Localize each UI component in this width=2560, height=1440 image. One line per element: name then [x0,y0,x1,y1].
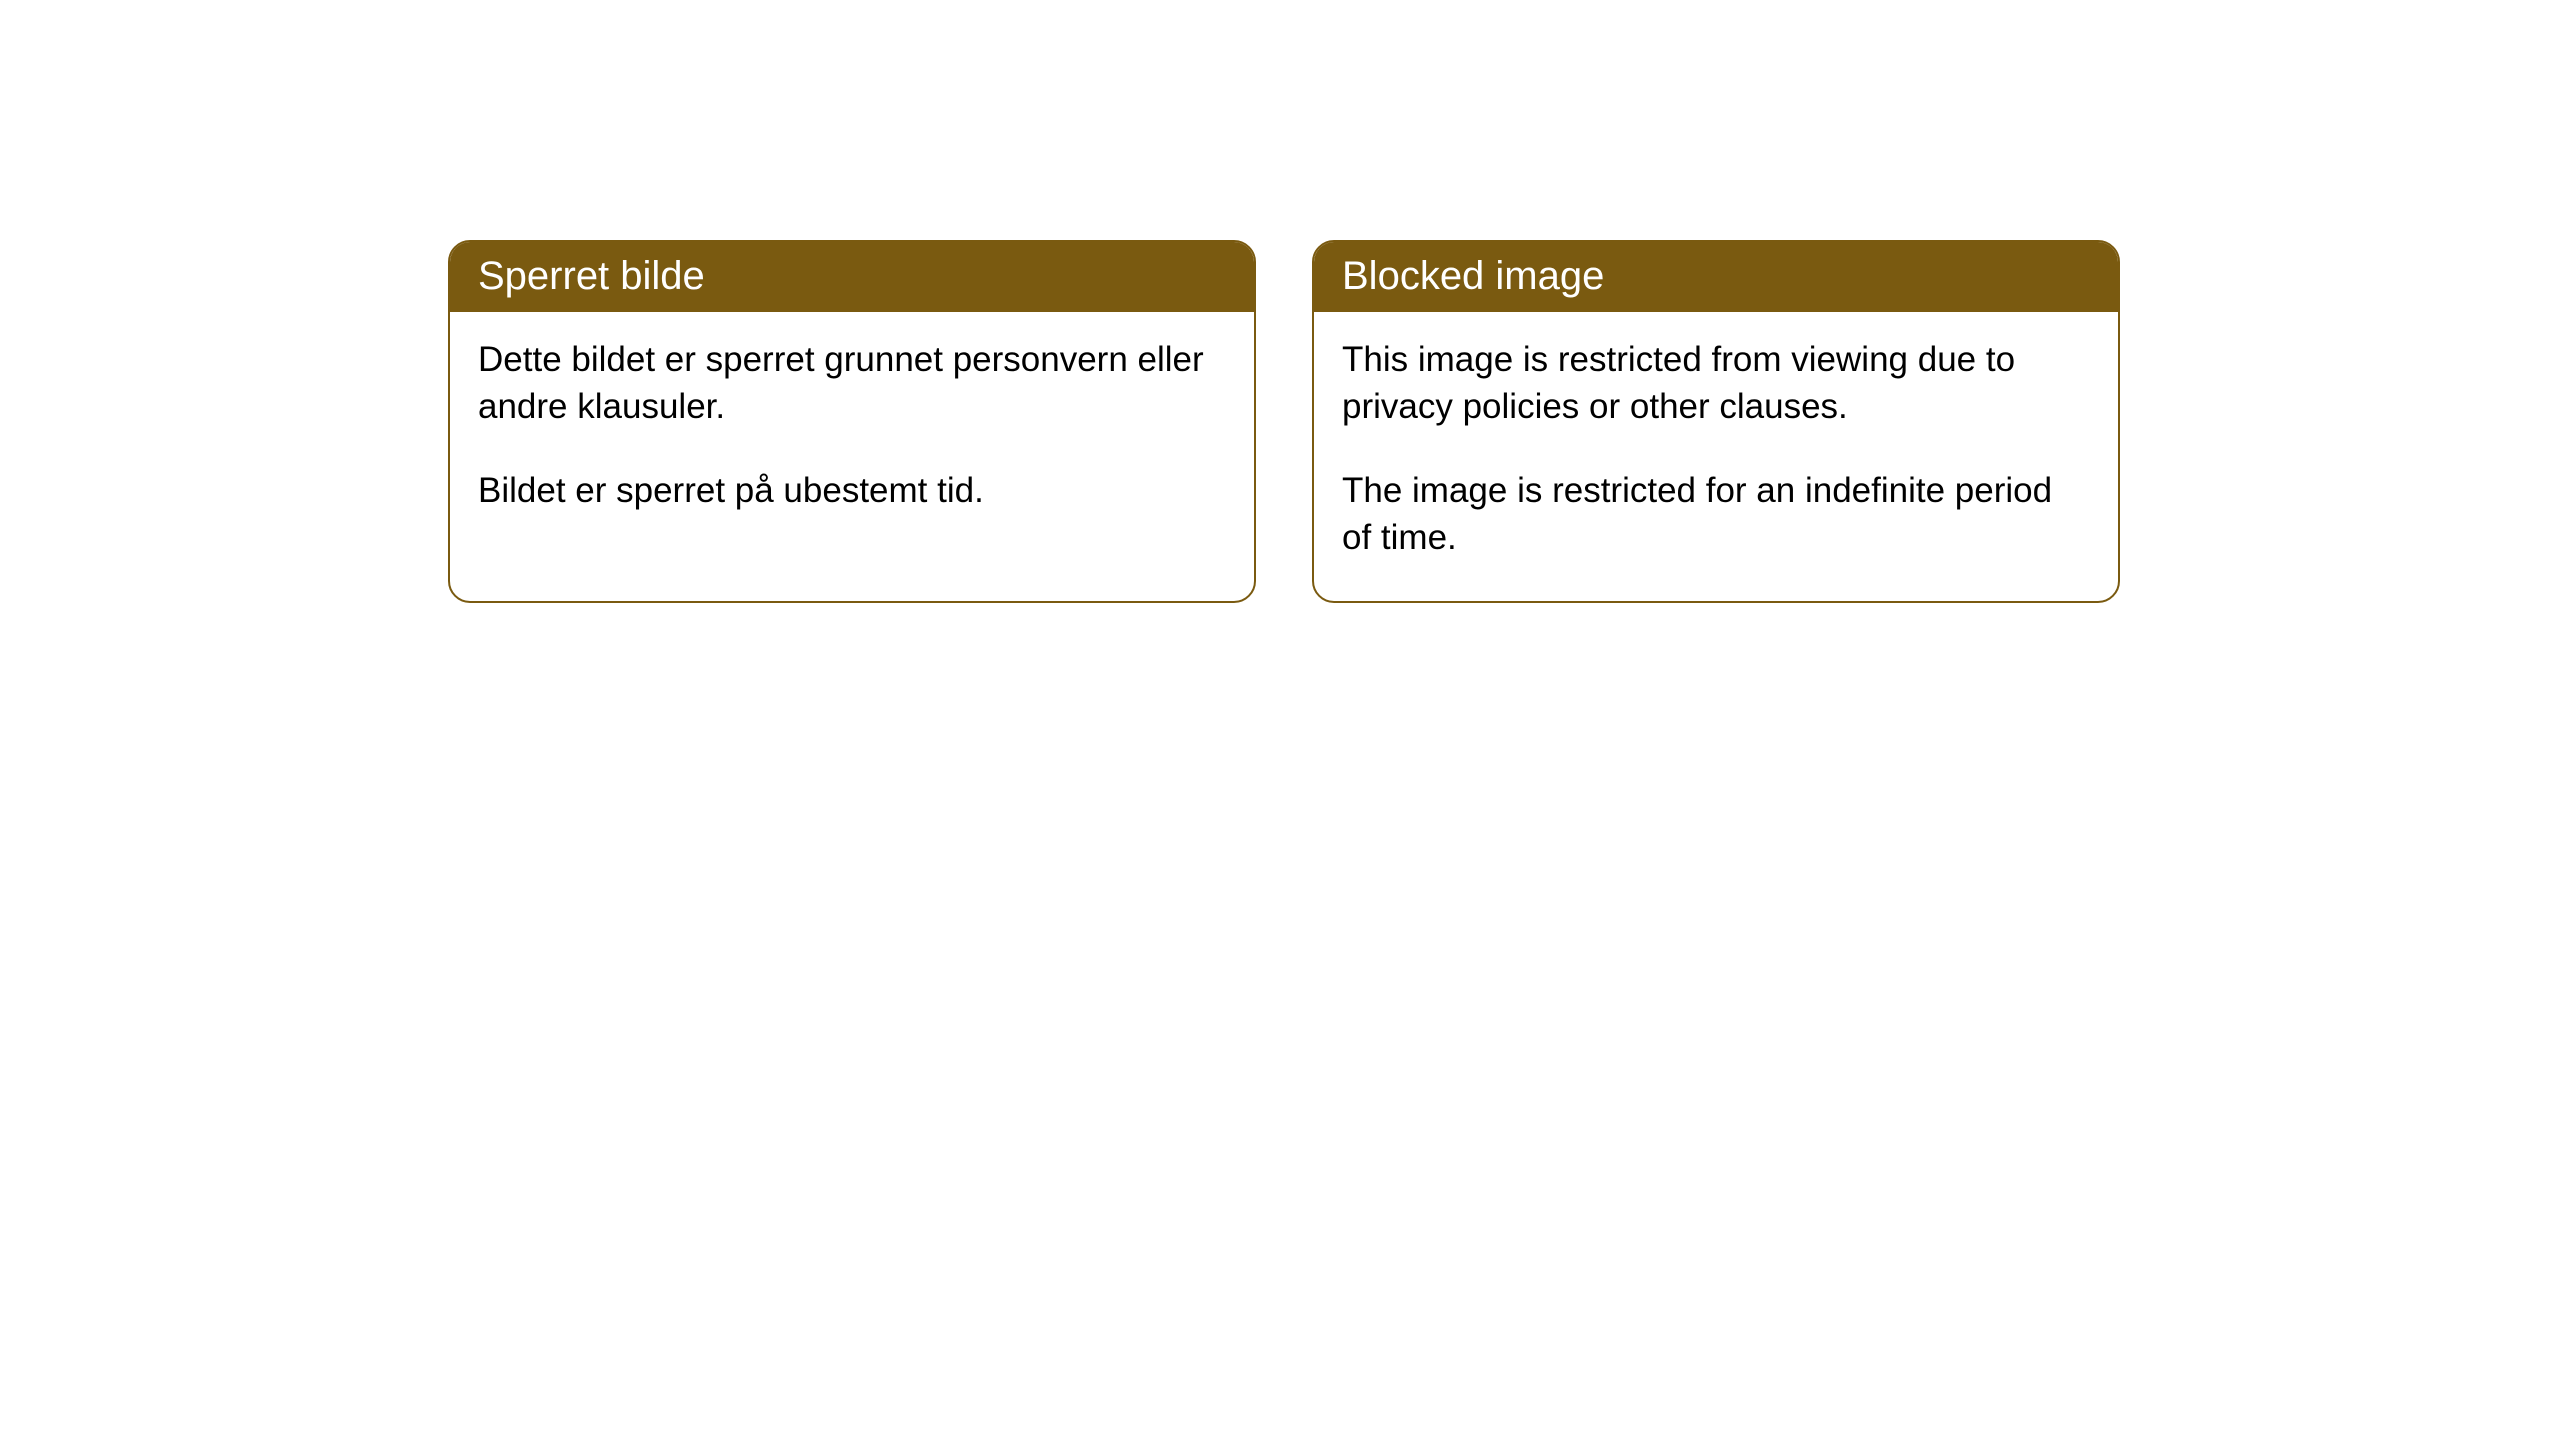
card-body-english: This image is restricted from viewing du… [1314,312,2118,601]
card-header-norwegian: Sperret bilde [450,242,1254,312]
notice-container: Sperret bilde Dette bildet er sperret gr… [0,0,2560,603]
card-header-english: Blocked image [1314,242,2118,312]
card-body-norwegian: Dette bildet er sperret grunnet personve… [450,312,1254,554]
card-paragraph: This image is restricted from viewing du… [1342,336,2090,431]
blocked-image-card-norwegian: Sperret bilde Dette bildet er sperret gr… [448,240,1256,603]
card-paragraph: Dette bildet er sperret grunnet personve… [478,336,1226,431]
card-paragraph: Bildet er sperret på ubestemt tid. [478,467,1226,514]
blocked-image-card-english: Blocked image This image is restricted f… [1312,240,2120,603]
card-paragraph: The image is restricted for an indefinit… [1342,467,2090,562]
